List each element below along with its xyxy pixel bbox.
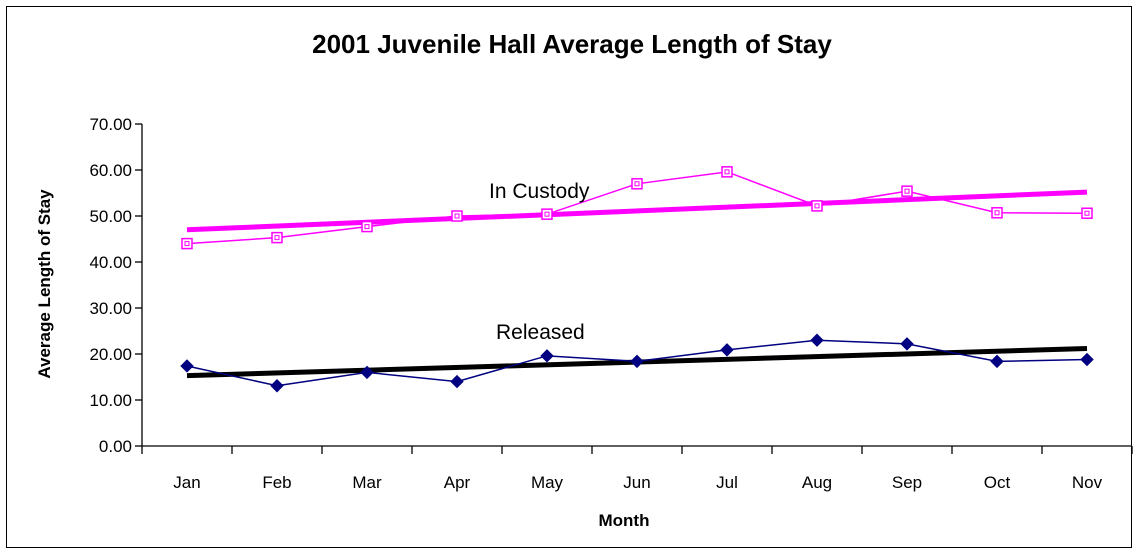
data-point-released-oct xyxy=(990,354,1004,369)
trendlines xyxy=(186,189,1088,379)
y-tick-label-2: 20.00 xyxy=(89,345,132,364)
data-point-in-custody-sep xyxy=(901,185,913,197)
data-point-released-aug xyxy=(810,333,824,347)
x-tick-label-nov: Nov xyxy=(1072,473,1103,492)
data-point-released-feb xyxy=(270,379,284,393)
y-tick-label-4: 40.00 xyxy=(89,253,132,272)
chart-frame xyxy=(6,6,1132,548)
axes: 0.00 10.00 20.00 30.00 40.00 50.00 60.00 70.00 J… xyxy=(89,115,1133,492)
x-tick-label-aug: Aug xyxy=(802,473,832,492)
y-tick-label-6: 60.00 xyxy=(89,161,132,180)
data-point-released-may xyxy=(540,349,554,363)
data-point-in-custody-jan xyxy=(181,237,193,250)
y-tick-label-5: 50.00 xyxy=(89,207,132,226)
y-tick-label-3: 30.00 xyxy=(89,299,132,318)
data-point-in-custody-may xyxy=(541,208,553,220)
y-tick-label-0: 0.00 xyxy=(99,437,132,456)
data-point-released-jan xyxy=(180,359,194,373)
data-point-in-custody-jun xyxy=(631,178,643,190)
data-point-released-jul xyxy=(720,343,734,357)
x-tick-label-may: May xyxy=(531,473,564,492)
x-tick-label-jul: Jul xyxy=(716,473,738,492)
trendline-in-custody xyxy=(186,189,1088,233)
y-tick-label-1: 10.00 xyxy=(89,391,132,410)
series-label-in-custody: In Custody xyxy=(489,180,590,203)
data-point-released-jun xyxy=(630,354,644,369)
x-axis-title: Month xyxy=(599,511,650,530)
data-point-in-custody-mar xyxy=(361,220,373,233)
data-point-released-nov xyxy=(1080,352,1094,367)
x-tick-label-jun: Jun xyxy=(623,473,650,492)
data-point-released-sep xyxy=(900,337,914,351)
series-label-released: Released xyxy=(496,321,585,344)
x-tick-label-jan: Jan xyxy=(173,473,200,492)
series-labels: In Custody Released xyxy=(489,180,590,344)
y-tick-label-7: 70.00 xyxy=(89,115,132,134)
data-point-released-mar xyxy=(360,365,374,380)
data-point-in-custody-oct xyxy=(991,207,1003,219)
x-tick-label-feb: Feb xyxy=(262,473,291,492)
x-tick-label-sep: Sep xyxy=(892,473,922,492)
data-point-in-custody-aug xyxy=(811,200,823,212)
y-axis-title: Average Length of Stay xyxy=(35,189,54,379)
x-tick-label-oct: Oct xyxy=(984,473,1011,492)
x-tick-label-apr: Apr xyxy=(444,473,471,492)
data-markers xyxy=(180,166,1094,393)
chart-title: 2001 Juvenile Hall Average Length of Sta… xyxy=(312,29,832,59)
x-tick-label-mar: Mar xyxy=(352,473,382,492)
data-point-in-custody-nov xyxy=(1081,207,1093,219)
data-point-in-custody-jul xyxy=(721,166,733,178)
data-point-in-custody-apr xyxy=(451,210,463,222)
data-point-in-custody-feb xyxy=(271,231,283,244)
data-point-released-apr xyxy=(450,374,464,389)
